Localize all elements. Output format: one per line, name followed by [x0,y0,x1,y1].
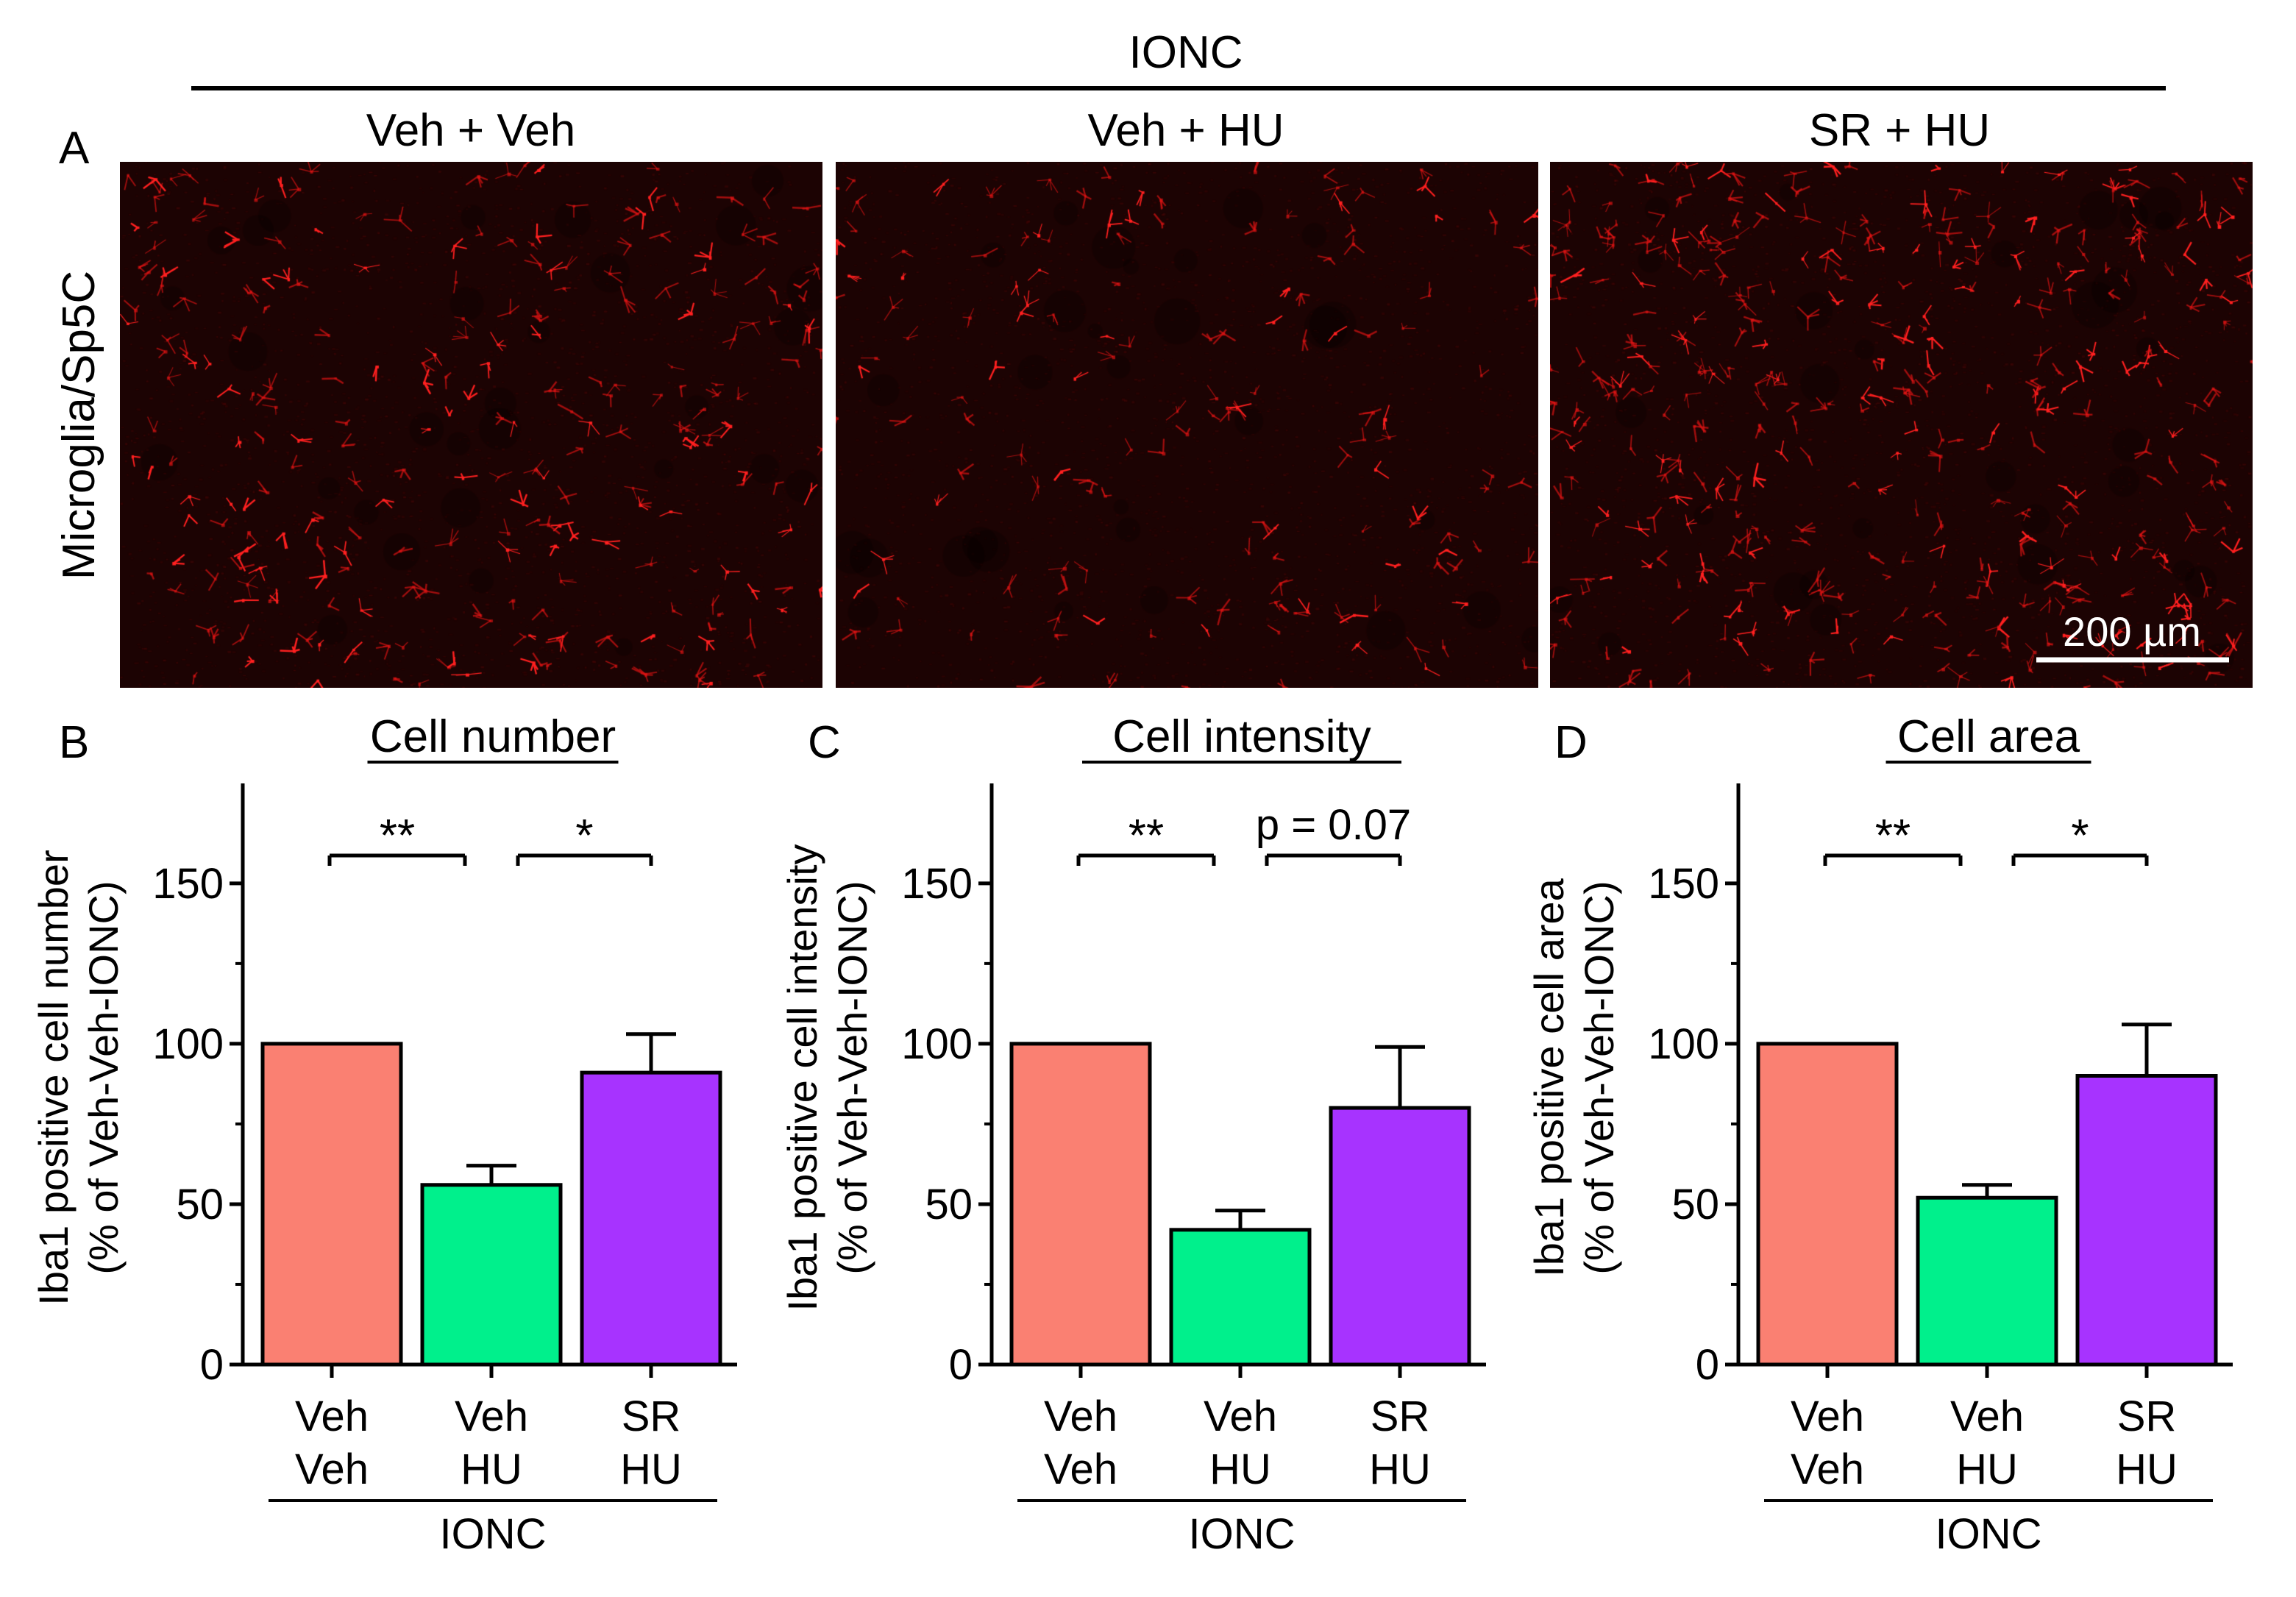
x-tick-label: Veh [1044,1393,1117,1440]
y-tick-label: 50 [925,1181,973,1228]
micrograph-canvas [1550,162,2253,688]
bar-veh-veh [260,1042,403,1367]
y-tick-label: 150 [901,860,973,908]
bar-sr-hu [1329,1106,1471,1367]
micrograph-sr-hu [1550,162,2253,688]
x-tick-label-sub: Veh [1044,1445,1117,1493]
image-title-veh-hu: Veh + HU [1087,105,1284,156]
x-tick-label-sub: Veh [295,1445,369,1493]
y-axis-label: Iba1 positive cell area [1526,878,1572,1277]
y-tick-label: 150 [152,860,224,908]
micrograph-veh-hu [836,162,1538,688]
y-tick-label: 50 [1671,1181,1719,1228]
x-tick-label: Veh [455,1393,528,1440]
x-tick-label-sub: HU [620,1445,682,1493]
chart-title: Cell number [370,711,616,762]
top-group-label: IONC [1129,27,1243,78]
chart-cell-intensity: C Cell intensity Iba1 positive cell intens… [779,711,1486,1558]
image-title-veh-veh: Veh + Veh [366,105,575,156]
significance-label: ** [1875,811,1911,861]
chart-cell-number: B Cell number Iba1 positive cell number (% … [30,711,737,1558]
x-tick-label-sub: HU [1956,1445,2018,1493]
x-tick-label: Veh [1950,1393,2024,1440]
micrograph-canvas [120,162,822,688]
significance-label: * [575,811,593,861]
group-label: IONC [440,1510,547,1558]
x-tick-label: SR [1371,1393,1430,1440]
panel-a-letter: A [59,123,90,174]
y-tick-label: 0 [949,1341,973,1389]
micrograph-row-label: Microglia/Sp5C [54,271,104,580]
x-tick-label: Veh [1791,1393,1864,1440]
y-tick-label: 50 [176,1181,224,1228]
y-tick-label: 150 [1648,860,1719,908]
significance-label: p = 0.07 [1256,801,1411,849]
x-tick-label-sub: HU [461,1445,522,1493]
x-tick-label-sub: HU [1209,1445,1271,1493]
group-label: IONC [1189,1510,1296,1558]
y-axis-label-sub: (% of Veh-Veh-IONC) [829,881,875,1274]
x-tick-label-sub: HU [1369,1445,1431,1493]
x-tick-label-sub: HU [2116,1445,2178,1493]
y-axis-label-sub: (% of Veh-Veh-IONC) [80,881,127,1274]
significance-label: * [2071,811,2089,861]
x-tick-label-sub: Veh [1791,1445,1864,1493]
y-tick-label: 100 [901,1020,973,1068]
scale-bar-label: 200 µm [2063,608,2201,655]
y-tick-label: 0 [1696,1341,1719,1389]
bar-veh-hu [1169,1228,1312,1367]
x-tick-label: SR [622,1393,681,1440]
significance-label: ** [1129,811,1164,861]
x-tick-label: SR [2117,1393,2177,1440]
micrograph-veh-veh [120,162,822,688]
y-axis-label: Iba1 positive cell intensity [779,844,825,1311]
bar-veh-hu [1916,1195,2058,1367]
y-tick-label: 100 [152,1020,224,1068]
y-tick-label: 0 [200,1341,224,1389]
panel-letter: B [59,717,89,768]
chart-title: Cell area [1897,711,2080,762]
bar-veh-hu [420,1183,563,1367]
micrograph-canvas [836,162,1538,688]
significance-label: ** [380,811,415,861]
bar-veh-veh [1756,1042,1899,1367]
panel-letter: C [808,717,841,768]
bar-sr-hu [2075,1074,2218,1367]
x-tick-label: Veh [295,1393,369,1440]
panel-letter: D [1554,717,1588,768]
bar-veh-veh [1009,1042,1152,1367]
x-tick-label: Veh [1204,1393,1277,1440]
y-axis-label: Iba1 positive cell number [30,850,77,1305]
chart-title: Cell intensity [1112,711,1371,762]
image-title-sr-hu: SR + HU [1809,105,1990,156]
y-axis-label-sub: (% of Veh-Veh-IONC) [1576,881,1622,1274]
group-label: IONC [1936,1510,2042,1558]
bar-sr-hu [580,1070,722,1367]
y-tick-label: 100 [1648,1020,1719,1068]
chart-cell-area: D Cell area Iba1 positive cell area (% of V… [1526,711,2233,1558]
